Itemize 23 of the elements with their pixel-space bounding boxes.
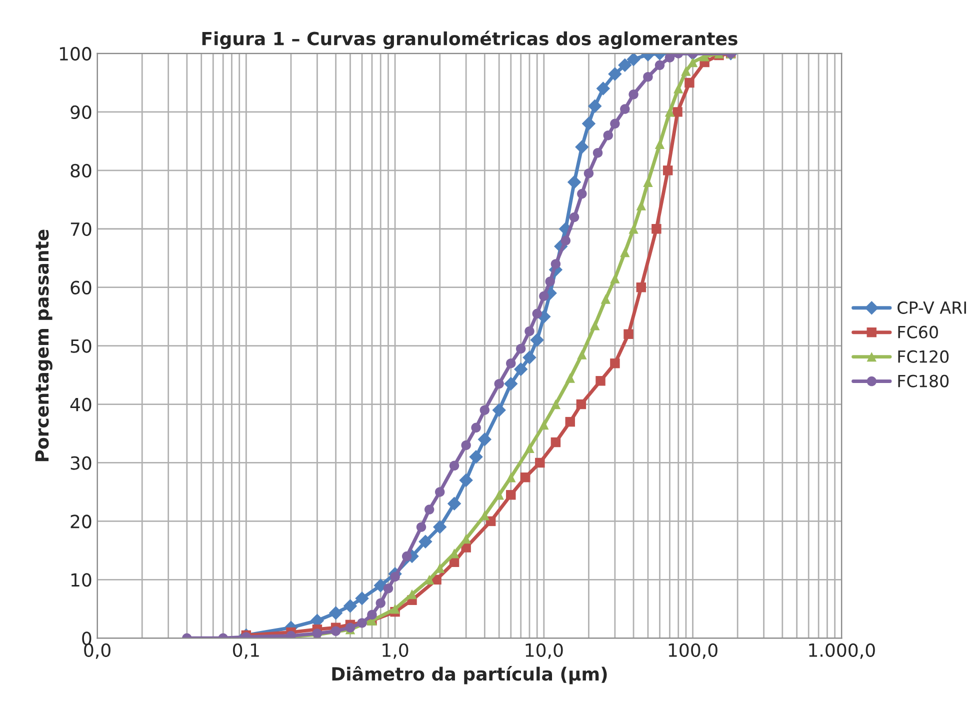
y-tick-label: 40 — [70, 398, 92, 412]
x-tick-label: 100,0 — [668, 643, 718, 659]
y-tick-label: 50 — [70, 339, 92, 353]
x-tick-label: 0,1 — [233, 643, 259, 659]
y-tick-label: 60 — [70, 280, 92, 294]
y-tick-label: 20 — [70, 514, 92, 528]
y-tick-label: 80 — [70, 164, 92, 178]
y-tick-label: 90 — [70, 105, 92, 120]
x-axis-title: Diâmetro da partícula (µm) — [332, 666, 607, 684]
legend-label: FC120 — [898, 350, 949, 363]
chart-title: Figura 1 – Curvas granulométricas dos aglomerantes — [202, 30, 738, 50]
y-tick-label: 70 — [70, 222, 92, 236]
y-tick-label: 10 — [71, 573, 92, 587]
x-tick-label: 1,0 — [382, 643, 408, 659]
y-tick-label: 30 — [70, 456, 92, 470]
legend-label: FC60 — [898, 326, 938, 338]
x-tick-label: 1.000,0 — [809, 643, 875, 659]
legend-label: FC180 — [898, 374, 949, 388]
y-tick-label: 100 — [60, 46, 92, 61]
legend-label: CP-V ARI — [898, 301, 966, 314]
y-axis-title: Porcentagem passante — [35, 230, 52, 462]
x-tick-label: 10,0 — [526, 643, 563, 659]
x-tick-label: 0,0 — [84, 643, 110, 659]
